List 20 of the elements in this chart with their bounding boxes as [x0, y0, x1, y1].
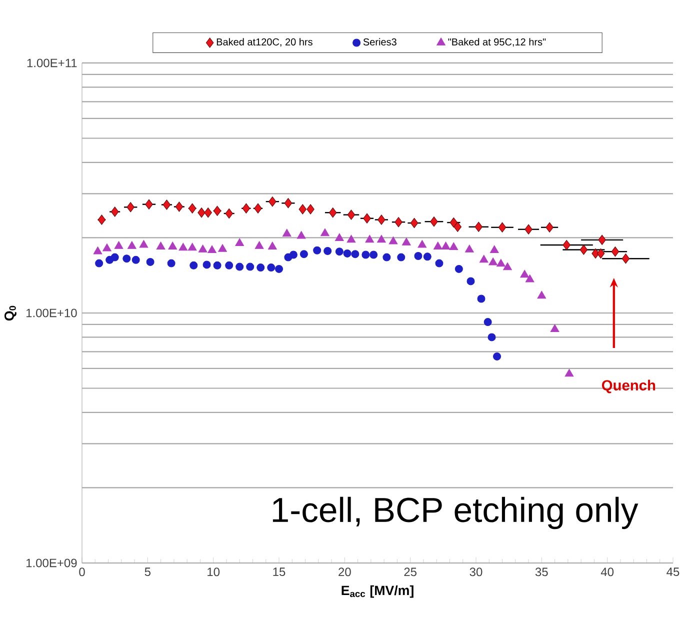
annotation: 1-cell, BCP etching only — [272, 496, 638, 530]
y-tick-label: 1.00E+11 — [27, 58, 77, 68]
annotation: Quench — [602, 380, 656, 394]
x-tick-label: 10 — [208, 568, 220, 576]
x-tick-label: 30 — [470, 568, 482, 576]
legend-label: Series3 — [363, 38, 396, 46]
legend-label: "Baked at 95C,12 hrs" — [448, 38, 546, 47]
legend-label: Baked at120C, 20 hrs — [216, 38, 312, 47]
y-tick-label: 1.00E+10 — [26, 308, 77, 318]
x-tick-label: 35 — [535, 568, 548, 576]
x-tick-label: 5 — [144, 568, 151, 576]
y-axis-title: Q$_{0}$ — [4, 306, 16, 321]
y-tick-label: 1.00E+09 — [26, 558, 77, 568]
x-tick-label: 45 — [666, 568, 680, 576]
x-tick-label: 40 — [600, 568, 614, 576]
x-tick-label: 15 — [273, 568, 286, 576]
x-tick-label: 20 — [338, 568, 351, 576]
x-tick-label: 0 — [79, 568, 85, 576]
x-axis-title: E$_{acc}$ [MV/m] — [342, 585, 414, 598]
x-tick-label: 25 — [404, 568, 416, 576]
